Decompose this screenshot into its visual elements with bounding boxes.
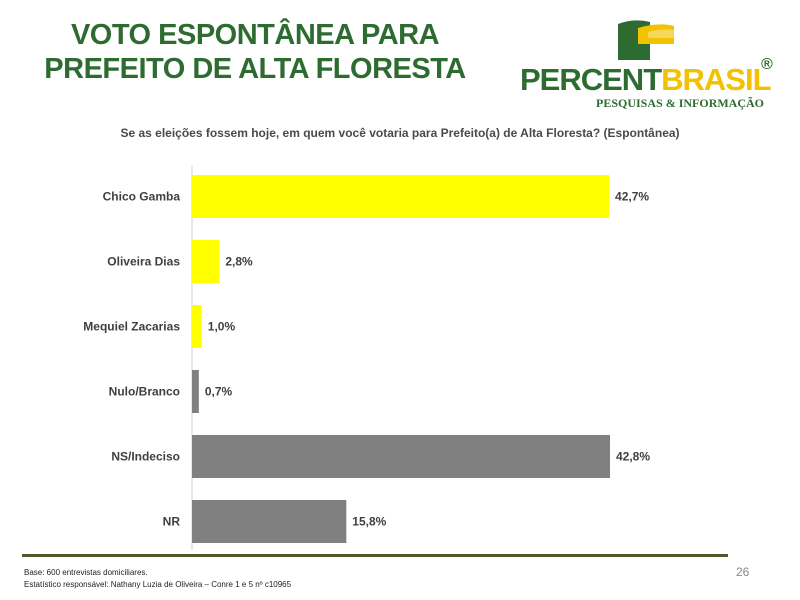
value-label: 42,8%	[616, 450, 650, 464]
footer-base-note: Base: 600 entrevistas domiciliares.	[24, 568, 148, 577]
logo-word-percent: PERCENT	[520, 62, 662, 97]
category-label: Mequiel Zacarias	[83, 320, 180, 334]
value-label: 1,0%	[208, 320, 236, 334]
category-label: Oliveira Dias	[107, 255, 180, 269]
value-label: 0,7%	[205, 385, 233, 399]
survey-question: Se as eleições fossem hoje, em quem você…	[120, 126, 680, 140]
category-label: NS/Indeciso	[111, 450, 180, 464]
category-label: Nulo/Branco	[109, 385, 180, 399]
bar	[192, 500, 347, 543]
bar	[192, 435, 610, 478]
page-number: 26	[736, 565, 750, 579]
bar	[192, 240, 220, 283]
bar	[192, 305, 202, 348]
slide-title: VOTO ESPONTÂNEA PARA PREFEITO DE ALTA FL…	[40, 18, 470, 86]
title-line-2: PREFEITO DE ALTA FLORESTA	[44, 53, 466, 85]
logo-flag-icon	[618, 20, 674, 60]
title-line-1: VOTO ESPONTÂNEA PARA	[70, 19, 440, 51]
footer-divider	[22, 554, 728, 557]
value-label: 2,8%	[225, 255, 253, 269]
logo-tagline: PESQUISAS & INFORMAÇÃO	[596, 96, 765, 110]
percentbrasil-logo: PERCENTBRASIL ® PESQUISAS & INFORMAÇÃO	[518, 18, 788, 110]
bar	[192, 175, 610, 218]
spontaneous-vote-bar-chart: Chico Gamba 42,7% Oliveira Dias 2,8% Mequiel…	[83, 165, 650, 550]
bar	[192, 370, 199, 413]
logo-word-brasil: BRASIL	[661, 62, 771, 97]
value-label: 42,7%	[615, 190, 649, 204]
value-label: 15,8%	[352, 515, 386, 529]
logo-registered-mark: ®	[761, 56, 773, 73]
category-label: Chico Gamba	[103, 190, 181, 204]
logo-wordmark: PERCENTBRASIL	[520, 62, 772, 98]
category-label: NR	[163, 515, 181, 529]
footer-statistician-note: Estatístico responsável: Nathany Luzia d…	[24, 580, 292, 589]
footer-notes: Base: 600 entrevistas domiciliares. Esta…	[24, 567, 291, 591]
